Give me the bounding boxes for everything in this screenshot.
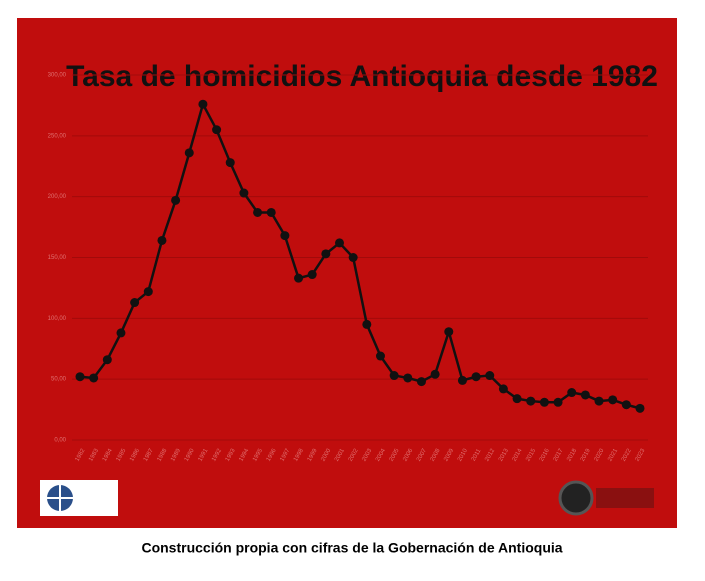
point	[102, 355, 112, 365]
point	[157, 235, 167, 245]
y-tick-label: 200,00	[48, 194, 67, 200]
chart-title: Tasa de homicidios Antioquia desde 1982	[66, 60, 658, 93]
point	[307, 270, 317, 280]
point	[608, 395, 618, 405]
point	[321, 249, 331, 259]
point	[621, 400, 631, 410]
point	[348, 253, 358, 262]
point	[294, 273, 304, 283]
point	[89, 373, 99, 383]
point	[416, 377, 426, 387]
point	[143, 287, 153, 297]
y-tick-label: 250,00	[48, 133, 67, 139]
point	[553, 397, 563, 407]
point	[635, 403, 645, 413]
point	[485, 371, 495, 381]
point	[171, 195, 181, 205]
point	[580, 390, 590, 400]
point	[539, 397, 549, 407]
point	[130, 298, 140, 308]
caption: Construcción propia con cifras de la Gob…	[141, 540, 562, 556]
point	[75, 372, 85, 382]
point	[362, 319, 372, 329]
point	[457, 375, 467, 385]
logo-right	[558, 480, 654, 516]
point	[198, 99, 208, 109]
point	[403, 373, 413, 383]
point	[430, 369, 440, 379]
point	[184, 148, 194, 158]
point	[498, 384, 508, 394]
point	[212, 125, 222, 135]
point	[280, 231, 290, 241]
point	[375, 351, 385, 361]
x-tick-label: 2011	[471, 448, 483, 463]
point	[116, 328, 126, 338]
chart-background	[17, 18, 677, 528]
point	[225, 158, 235, 168]
point	[526, 396, 536, 406]
point	[567, 388, 577, 398]
point	[444, 327, 454, 337]
logo-left	[40, 480, 118, 516]
point	[471, 372, 481, 382]
y-tick-label: 100,00	[48, 316, 67, 322]
point	[594, 396, 604, 406]
point	[239, 188, 249, 198]
point	[512, 394, 522, 404]
point	[253, 207, 263, 217]
point	[335, 238, 345, 248]
y-tick-label: 0,00	[54, 438, 66, 444]
y-tick-label: 50,00	[51, 377, 67, 383]
y-tick-label: 150,00	[48, 255, 67, 261]
point	[266, 207, 276, 217]
y-tick-label: 300,00	[48, 73, 67, 79]
point	[389, 371, 399, 381]
